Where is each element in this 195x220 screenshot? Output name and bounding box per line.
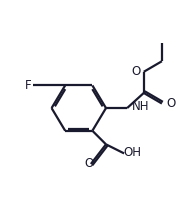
Text: F: F (25, 79, 31, 92)
Text: O: O (167, 97, 176, 110)
Text: O: O (131, 65, 141, 78)
Text: NH: NH (132, 100, 149, 113)
Text: OH: OH (123, 146, 141, 159)
Text: O: O (84, 157, 93, 170)
